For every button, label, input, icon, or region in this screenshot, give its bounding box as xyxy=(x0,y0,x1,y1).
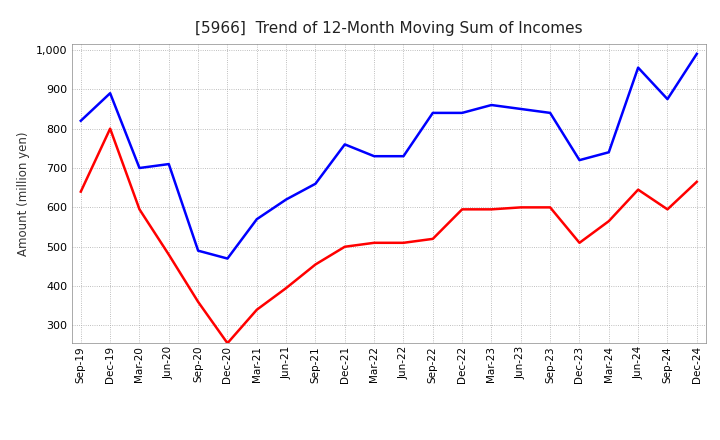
Net Income xyxy=(399,240,408,246)
Ordinary Income xyxy=(253,216,261,222)
Ordinary Income xyxy=(164,161,173,167)
Net Income xyxy=(575,240,584,246)
Net Income xyxy=(546,205,554,210)
Ordinary Income xyxy=(663,96,672,102)
Net Income xyxy=(663,207,672,212)
Ordinary Income xyxy=(399,154,408,159)
Net Income xyxy=(516,205,525,210)
Ordinary Income xyxy=(516,106,525,112)
Line: Net Income: Net Income xyxy=(81,128,697,343)
Net Income xyxy=(487,207,496,212)
Ordinary Income xyxy=(428,110,437,116)
Ordinary Income xyxy=(546,110,554,116)
Net Income xyxy=(370,240,379,246)
Ordinary Income xyxy=(194,248,202,253)
Ordinary Income xyxy=(693,51,701,56)
Ordinary Income xyxy=(106,91,114,96)
Net Income xyxy=(311,262,320,267)
Ordinary Income xyxy=(634,65,642,70)
Ordinary Income xyxy=(135,165,144,171)
Net Income xyxy=(106,126,114,131)
Ordinary Income xyxy=(487,103,496,108)
Net Income xyxy=(223,341,232,346)
Net Income xyxy=(458,207,467,212)
Net Income xyxy=(253,307,261,312)
Net Income xyxy=(693,179,701,184)
Ordinary Income xyxy=(605,150,613,155)
Title: [5966]  Trend of 12-Month Moving Sum of Incomes: [5966] Trend of 12-Month Moving Sum of I… xyxy=(195,21,582,36)
Ordinary Income xyxy=(575,158,584,163)
Net Income xyxy=(164,252,173,257)
Net Income xyxy=(634,187,642,192)
Ordinary Income xyxy=(76,118,85,123)
Line: Ordinary Income: Ordinary Income xyxy=(81,54,697,259)
Ordinary Income xyxy=(370,154,379,159)
Net Income xyxy=(194,299,202,304)
Net Income xyxy=(341,244,349,249)
Ordinary Income xyxy=(282,197,290,202)
Ordinary Income xyxy=(311,181,320,187)
Ordinary Income xyxy=(223,256,232,261)
Net Income xyxy=(135,207,144,212)
Ordinary Income xyxy=(341,142,349,147)
Net Income xyxy=(76,189,85,194)
Y-axis label: Amount (million yen): Amount (million yen) xyxy=(17,132,30,256)
Ordinary Income xyxy=(458,110,467,116)
Net Income xyxy=(428,236,437,242)
Net Income xyxy=(282,286,290,291)
Net Income xyxy=(605,219,613,224)
